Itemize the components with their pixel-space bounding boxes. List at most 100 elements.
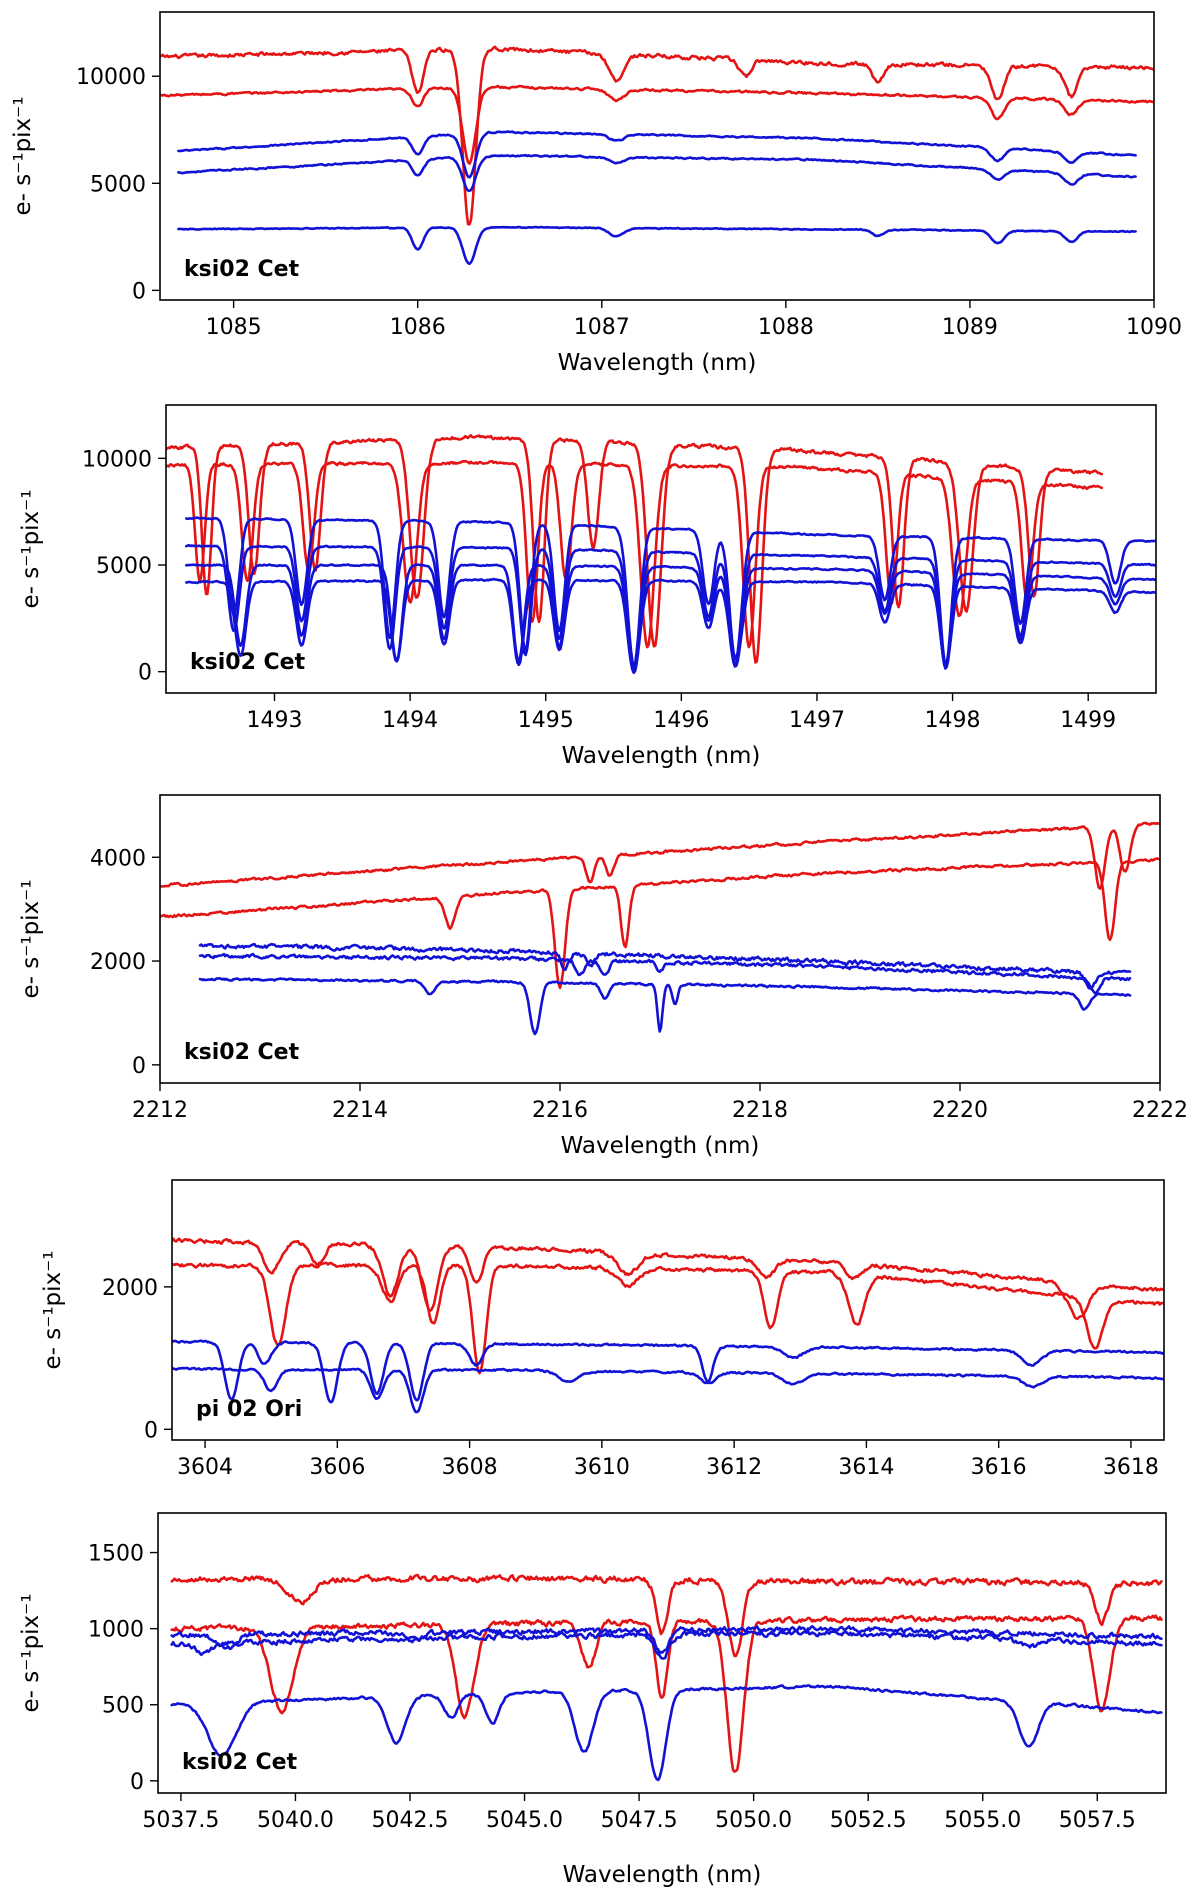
y-tick-label: 0: [138, 661, 152, 686]
spectrum-line-red-2: [172, 1261, 1164, 1375]
x-tick-label: 5052.5: [830, 1808, 907, 1833]
x-tick-label: 3604: [177, 1455, 233, 1480]
x-tick-label: 3608: [442, 1455, 498, 1480]
star-name-label: ksi02 Cet: [182, 1750, 298, 1775]
spectrum-line-blue-3: [172, 1339, 1164, 1404]
spectra-group: [160, 45, 1154, 265]
x-tick-label: 2216: [532, 1098, 588, 1123]
x-tick-label: 2222: [1132, 1098, 1188, 1123]
spectrum-line-blue-5: [177, 225, 1137, 265]
x-tick-label: 1496: [653, 708, 709, 733]
y-tick-label: 1000: [88, 1618, 144, 1643]
plot-frame: [159, 11, 1155, 301]
spectrum-line-red-2: [166, 459, 1104, 649]
y-tick-label: 2000: [90, 950, 146, 975]
x-tick-label: 1088: [758, 315, 814, 340]
y-axis-label: e- s⁻¹pix⁻¹: [40, 1250, 66, 1369]
y-axis-label: e- s⁻¹pix⁻¹: [18, 489, 44, 608]
spectrum-line-red-2: [170, 1614, 1163, 1773]
y-axis-label: e- s⁻¹pix⁻¹: [18, 879, 44, 998]
y-tick-label: 0: [144, 1418, 158, 1443]
x-tick-label: 5047.5: [601, 1808, 678, 1833]
x-tick-label: 1498: [925, 708, 981, 733]
x-tick-label: 3616: [971, 1455, 1027, 1480]
panel-4: 3604 3606 3608 3610 3612 3614 3616 3618 0 2000 e- …: [40, 1179, 1165, 1480]
star-name-label: ksi02 Cet: [184, 1040, 300, 1065]
y-axis-label: e- s⁻¹pix⁻¹: [18, 1593, 44, 1712]
x-axis-label: Wavelength (nm): [561, 1133, 760, 1159]
spectrum-line-blue-4: [170, 1628, 1163, 1660]
spectrum-line-red-1: [170, 1573, 1163, 1658]
x-tick-label: 1493: [246, 708, 302, 733]
x-tick-label: 3618: [1103, 1455, 1159, 1480]
x-tick-label: 3610: [574, 1455, 630, 1480]
star-name-label: ksi02 Cet: [184, 257, 300, 282]
y-tick-label: 1500: [88, 1542, 144, 1567]
plot-frame: [165, 404, 1157, 694]
panel-5: 5037.5 5040.0 5042.5 5045.0 5047.5 5050.0 5052…: [18, 1512, 1167, 1888]
x-tick-label: 5042.5: [372, 1808, 449, 1833]
x-tick-label: 1499: [1060, 708, 1116, 733]
spectrum-line-blue-5: [198, 977, 1132, 1036]
y-axis-label: e- s⁻¹pix⁻¹: [10, 96, 36, 215]
x-axis-label: Wavelength (nm): [562, 743, 761, 769]
y-tick-label: 2000: [102, 1276, 158, 1301]
x-tick-label: 1494: [382, 708, 438, 733]
x-tick-label: 1085: [206, 315, 262, 340]
spectrum-line-blue-3: [185, 516, 1156, 667]
spectra-group: [170, 1573, 1163, 1782]
panel-1: 1085 1086 1087 1088 1089 1090 0 5000 10000 Wavele…: [10, 11, 1182, 376]
x-tick-label: 5037.5: [142, 1808, 219, 1833]
x-tick-label: 5055.0: [944, 1808, 1021, 1833]
spectra-group: [172, 1237, 1164, 1414]
star-name-label: pi 02 Ori: [196, 1397, 302, 1422]
plot-frame: [159, 794, 1161, 1084]
panel-2: 1493 1494 1495 1496 1497 1498 1499 0 5000 10000 Wa…: [18, 404, 1157, 769]
y-tick-label: 5000: [96, 554, 152, 579]
x-tick-label: 2212: [132, 1098, 188, 1123]
y-tick-label: 0: [130, 1770, 144, 1795]
spectrum-line-red-1: [172, 1237, 1164, 1320]
y-tick-label: 500: [102, 1694, 144, 1719]
spectrum-line-blue-4: [177, 153, 1137, 192]
spectrum-line-blue-5: [185, 563, 1156, 674]
y-tick-label: 10000: [76, 65, 146, 90]
spectrum-line-red-2: [160, 857, 1160, 990]
x-tick-label: 1090: [1126, 315, 1182, 340]
x-tick-label: 2214: [332, 1098, 388, 1123]
x-tick-label: 1495: [518, 708, 574, 733]
x-tick-label: 3612: [706, 1455, 762, 1480]
x-tick-label: 2218: [732, 1098, 788, 1123]
x-tick-label: 1086: [390, 315, 446, 340]
x-axis-label: Wavelength (nm): [558, 350, 757, 376]
y-tick-label: 0: [132, 279, 146, 304]
x-tick-label: 5050.0: [715, 1808, 792, 1833]
plot-frame: [157, 1512, 1167, 1794]
spectra-group: [166, 434, 1156, 674]
spectrum-line-blue-4: [172, 1366, 1164, 1414]
y-tick-label: 0: [132, 1054, 146, 1079]
spectrum-line-blue-4: [185, 543, 1156, 670]
x-axis-label: Wavelength (nm): [563, 1862, 762, 1888]
panel-3: 2212 2214 2216 2218 2220 2222 0 2000 4000 Wavelen…: [18, 794, 1188, 1159]
plot-frame: [171, 1179, 1165, 1441]
x-tick-label: 2220: [932, 1098, 988, 1123]
x-tick-label: 3614: [838, 1455, 894, 1480]
x-tick-label: 5045.0: [486, 1808, 563, 1833]
spectrum-line-red-1: [166, 434, 1104, 664]
y-tick-label: 5000: [90, 172, 146, 197]
star-name-label: ksi02 Cet: [190, 650, 306, 675]
x-tick-label: 5040.0: [257, 1808, 334, 1833]
x-tick-label: 1087: [574, 315, 630, 340]
spectrum-line-blue-4: [198, 952, 1132, 995]
spectra-group: [160, 821, 1160, 1036]
spectrum-line-red-1: [160, 45, 1154, 226]
x-tick-label: 1089: [942, 315, 998, 340]
spectrum-line-blue-5: [170, 1684, 1163, 1782]
spectrum-line-blue-3: [177, 130, 1137, 179]
spectrum-line-blue-6: [185, 577, 1156, 674]
x-tick-label: 3606: [309, 1455, 365, 1480]
spectrum-line-red-2: [160, 84, 1154, 165]
y-tick-label: 4000: [90, 846, 146, 871]
